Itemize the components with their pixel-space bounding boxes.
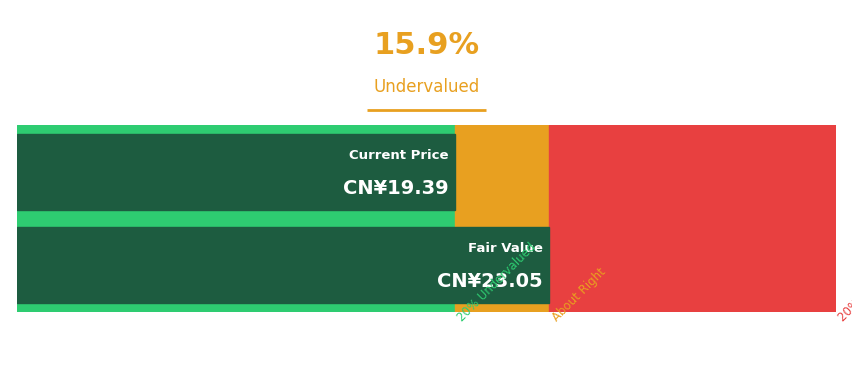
Bar bbox=[17, 134, 455, 210]
Bar bbox=[455, 125, 549, 312]
Text: CN¥19.39: CN¥19.39 bbox=[343, 179, 448, 198]
Text: About Right: About Right bbox=[549, 266, 607, 324]
Bar bbox=[549, 125, 835, 312]
Bar bbox=[17, 125, 455, 312]
Text: 20% Overvalued: 20% Overvalued bbox=[835, 245, 852, 324]
Text: Undervalued: Undervalued bbox=[373, 78, 479, 97]
Text: 15.9%: 15.9% bbox=[373, 31, 479, 60]
Text: Fair Value: Fair Value bbox=[468, 242, 542, 255]
Text: CN¥23.05: CN¥23.05 bbox=[436, 272, 542, 291]
Text: 20% Undervalued: 20% Undervalued bbox=[455, 241, 538, 324]
Text: Current Price: Current Price bbox=[348, 149, 448, 162]
Bar bbox=[17, 227, 549, 303]
